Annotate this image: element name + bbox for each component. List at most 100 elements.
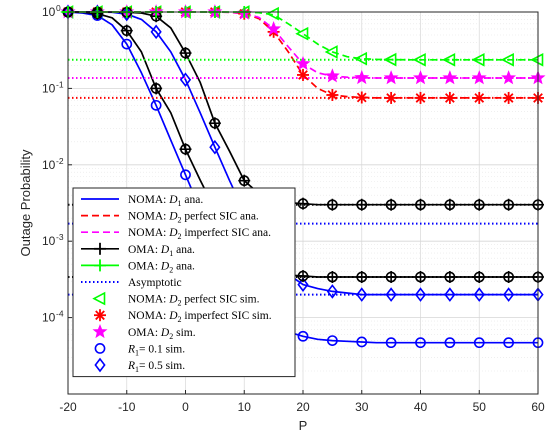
oma_d2_sim-point bbox=[324, 68, 340, 83]
diamond-marker bbox=[414, 287, 427, 302]
legend-swatch-marker bbox=[94, 309, 106, 322]
circle-marker bbox=[180, 169, 191, 181]
noma_d2_perfect_sim-point bbox=[412, 52, 426, 67]
r05_sim-point bbox=[326, 284, 338, 299]
r01_sim-point bbox=[385, 337, 397, 349]
triangle-marker bbox=[324, 45, 338, 59]
y-tick-exponent: -2 bbox=[56, 156, 64, 166]
legend-label: NOMA: D2 imperfect SIC ana. bbox=[128, 227, 271, 241]
circle-marker bbox=[121, 38, 133, 50]
diamond-marker bbox=[503, 287, 515, 302]
diamond-marker bbox=[385, 287, 397, 302]
diamond-marker bbox=[473, 287, 485, 302]
circle-marker bbox=[415, 337, 426, 349]
legend-label-part: NOMA: bbox=[128, 294, 169, 306]
legend-label: OMA: D2 sim. bbox=[128, 327, 196, 341]
oma_d1_r05_sim-point bbox=[326, 198, 339, 211]
legend-label: OMA: D1 ana. bbox=[128, 244, 195, 258]
oma_d1_r01_sim-point bbox=[120, 24, 133, 37]
diamond-marker bbox=[297, 277, 309, 292]
x-tick-label: 30 bbox=[355, 400, 369, 414]
asterisk-stroke bbox=[415, 93, 426, 103]
oma_d2_sim-point bbox=[266, 21, 282, 36]
legend-label-part: OMA: bbox=[128, 244, 161, 256]
legend-label-part: imperfect SIC sim. bbox=[182, 310, 272, 322]
triangle-marker bbox=[471, 52, 485, 67]
oma_d1_r01_sim-point bbox=[443, 270, 456, 283]
x-tick-label: 10 bbox=[238, 400, 252, 414]
r05_sim-point bbox=[297, 277, 309, 292]
asterisk-stroke bbox=[356, 92, 367, 103]
legend-label: R1= 0.1 sim. bbox=[127, 343, 185, 357]
noma_d2_perfect_sim-point bbox=[500, 52, 514, 67]
legend-label-part: D bbox=[168, 211, 178, 223]
x-tick-label: 40 bbox=[414, 400, 428, 414]
oma_d2_sim-point bbox=[295, 55, 311, 71]
legend-label-part: OMA: bbox=[128, 327, 161, 339]
asterisk-stroke bbox=[444, 93, 455, 103]
oma_d1_r01_sim-point bbox=[414, 270, 427, 283]
oma_d1_r05_sim-point bbox=[502, 198, 515, 211]
r01_sim-point bbox=[150, 99, 162, 111]
legend-swatch-marker bbox=[92, 291, 106, 306]
y-tick-exponent: -1 bbox=[56, 79, 64, 89]
oma_d2_sim-point bbox=[354, 69, 370, 85]
legend-label-part: 2 bbox=[178, 216, 182, 225]
x-tick-label: -10 bbox=[118, 400, 136, 414]
oma_d1_r01_sim-point bbox=[179, 143, 192, 156]
legend-label-part: perfect SIC ana. bbox=[182, 211, 259, 223]
r05_sim-point bbox=[444, 287, 456, 302]
r01_sim-point bbox=[326, 335, 338, 346]
legend-label: R1= 0.5 sim. bbox=[127, 360, 185, 374]
noma_d2_perfect_sim-point bbox=[265, 6, 279, 21]
diamond-marker bbox=[209, 139, 221, 155]
noma_d1_r05_ana-line bbox=[68, 11, 538, 296]
legend-label-part: Asymptotic bbox=[128, 277, 182, 289]
oma_d1_r05_sim-point bbox=[208, 117, 221, 130]
legend-label-part: D bbox=[160, 260, 170, 272]
legend-label: NOMA: D2 perfect SIC sim. bbox=[128, 294, 260, 308]
asterisk-stroke bbox=[386, 93, 397, 103]
oma_d1_r05_sim-point bbox=[238, 174, 251, 187]
circle-marker bbox=[385, 337, 397, 349]
triangle-marker bbox=[354, 51, 368, 66]
legend-label: NOMA: D1 ana. bbox=[128, 194, 203, 208]
star-marker bbox=[383, 70, 399, 85]
triangle-marker bbox=[530, 52, 544, 67]
noma_d1_r01_ana-line bbox=[67, 11, 538, 344]
legend-label-part: imperfect SIC ana. bbox=[182, 227, 272, 239]
legend-label-part: D bbox=[160, 244, 170, 256]
legend-label-part: ana. bbox=[173, 244, 195, 256]
triangle-marker bbox=[265, 6, 279, 21]
star-marker bbox=[501, 70, 517, 85]
r05_sim-point bbox=[503, 287, 515, 302]
x-tick-label: 0 bbox=[182, 400, 189, 414]
legend-label-part: NOMA: bbox=[128, 310, 169, 322]
circle-marker bbox=[444, 337, 456, 349]
star-marker bbox=[413, 70, 428, 85]
diamond-marker bbox=[150, 24, 162, 40]
y-tick-exponent: -4 bbox=[56, 309, 64, 319]
legend-swatch-marker bbox=[94, 342, 106, 354]
legend-label-part: 2 bbox=[169, 265, 173, 274]
r01_sim-point bbox=[503, 337, 515, 349]
legend-label-part: 1 bbox=[169, 249, 173, 258]
r01_sim-point bbox=[415, 337, 426, 349]
y-tick-label: 10 bbox=[42, 81, 56, 95]
star-marker bbox=[295, 55, 311, 71]
y-tick-label: 10 bbox=[42, 234, 56, 248]
oma_d1_r05_sim-point bbox=[443, 198, 456, 211]
r01_sim-point bbox=[180, 169, 191, 181]
diamond-marker bbox=[94, 357, 106, 373]
legend-label-part: NOMA: bbox=[128, 227, 169, 239]
legend-label-part: 2 bbox=[178, 232, 182, 241]
r01_sim-point bbox=[473, 337, 485, 349]
legend-label-part: D bbox=[168, 294, 178, 306]
star-marker bbox=[471, 70, 487, 85]
oma_d2_sim-point bbox=[383, 70, 399, 85]
legend-label-part: D bbox=[168, 194, 178, 206]
legend-label-part: NOMA: bbox=[128, 194, 169, 206]
legend-label: NOMA: D2 imperfect SIC sim. bbox=[128, 310, 272, 324]
